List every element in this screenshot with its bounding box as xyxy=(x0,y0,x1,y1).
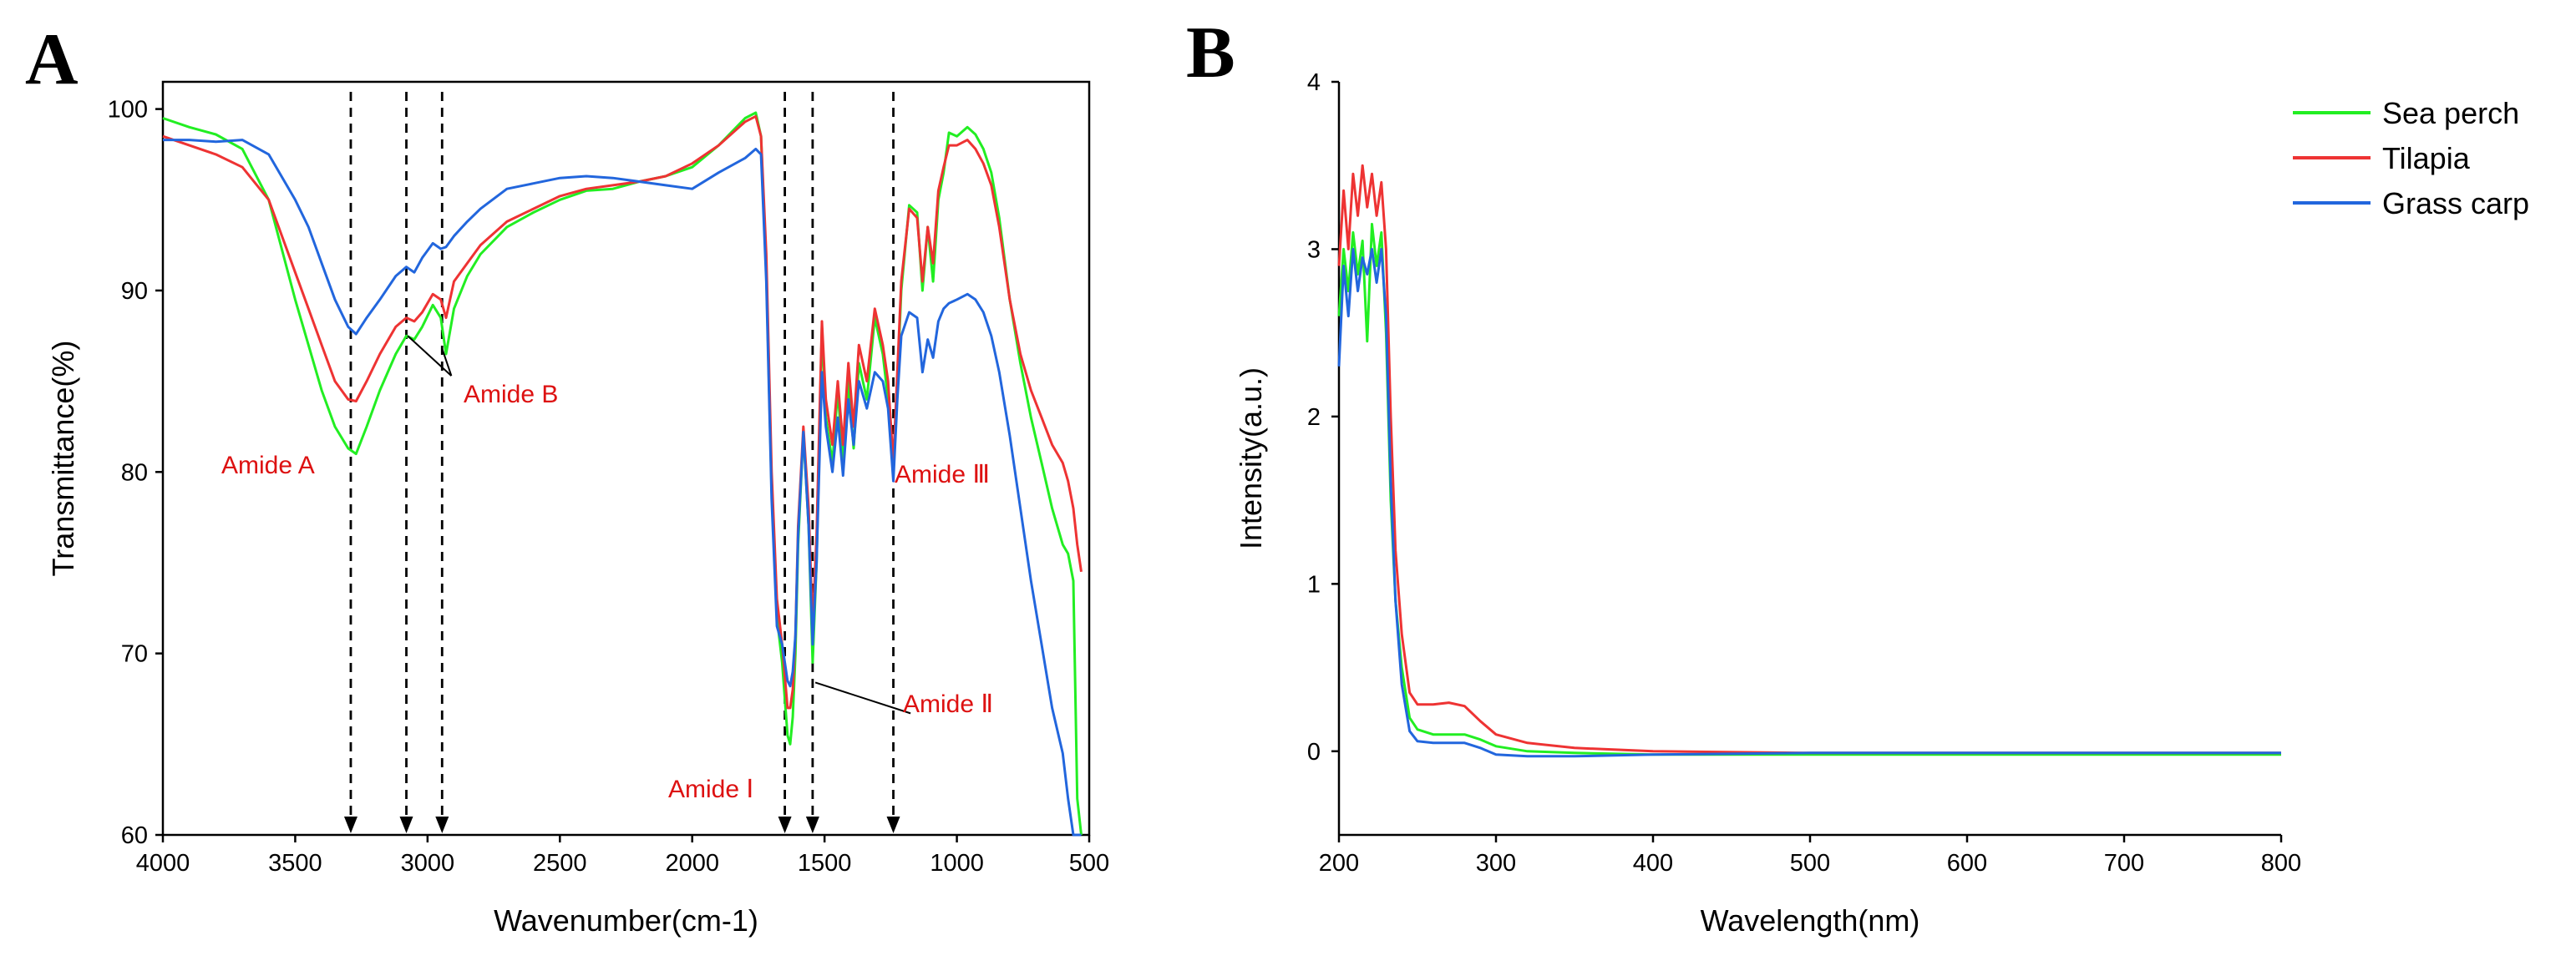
x-tick-label-b: 700 xyxy=(2104,850,2144,877)
annotation-label: Amide B xyxy=(464,381,558,408)
series-line-a-2 xyxy=(163,139,1082,837)
plot-area-a xyxy=(161,80,1091,837)
x-tick-label-b: 500 xyxy=(1790,850,1830,877)
series-line-b-0 xyxy=(1337,222,2281,756)
legend-label: Sea perch xyxy=(2382,96,2519,130)
marker-arrow xyxy=(886,817,900,833)
panel-b-label: B xyxy=(1186,13,1235,94)
annotation-label: Amide Ⅲ xyxy=(895,461,990,488)
x-tick-label-a: 2000 xyxy=(665,850,719,877)
legend-label: Tilapia xyxy=(2382,141,2471,175)
series-line-b-1 xyxy=(1337,164,2281,755)
x-tick-label-b: 300 xyxy=(1476,850,1516,877)
series-line-a-1 xyxy=(162,114,1083,710)
marker-arrow xyxy=(343,817,357,833)
x-tick-label-b: 600 xyxy=(1947,850,1987,877)
y-tick-label-b: 0 xyxy=(1307,739,1321,766)
legend-label: Grass carp xyxy=(2382,186,2529,220)
marker-arrow xyxy=(778,817,792,833)
y-tick-label-b: 1 xyxy=(1307,571,1321,598)
y-axis-title-b: Intensity(a.u.) xyxy=(1234,367,1268,549)
y-tick-label-a: 70 xyxy=(121,641,148,668)
marker-arrow xyxy=(399,817,413,833)
y-tick-label-b: 2 xyxy=(1307,404,1321,431)
x-tick-label-a: 500 xyxy=(1069,850,1109,877)
x-tick-label-a: 3500 xyxy=(268,850,322,877)
annotation-leader xyxy=(407,335,453,377)
annotation-label: Amide A xyxy=(221,452,315,479)
x-tick-label-a: 4000 xyxy=(136,850,190,877)
annotation-leader xyxy=(814,681,911,715)
x-tick-label-a: 1500 xyxy=(798,850,852,877)
x-axis-title-a: Wavenumber(cm-1) xyxy=(494,903,758,938)
annotation-label: Amide Ⅰ xyxy=(668,776,753,803)
annotation-label: Amide Ⅱ xyxy=(903,690,993,718)
x-tick-label-a: 1000 xyxy=(930,850,984,877)
x-axis-title-b: Wavelength(nm) xyxy=(1701,903,1920,938)
panel-a-chart: 4000 3500 3000 2500 2000 1500 1000 500 60 70 80 90 1… xyxy=(46,80,1109,938)
y-tick-label-b: 4 xyxy=(1307,69,1321,96)
x-tick-label-b: 200 xyxy=(1319,850,1359,877)
y-tick-label-a: 100 xyxy=(108,97,148,124)
x-tick-label-a: 2500 xyxy=(533,850,587,877)
marker-arrow xyxy=(435,817,449,833)
marker-arrow xyxy=(805,817,819,833)
x-tick-label-a: 3000 xyxy=(401,850,455,877)
y-tick-label-a: 90 xyxy=(121,278,148,305)
panel-a-label: A xyxy=(25,19,79,100)
y-axis-title-a: Transmittance(%) xyxy=(46,341,80,577)
y-tick-label-b: 3 xyxy=(1307,236,1321,263)
x-tick-label-b: 800 xyxy=(2261,850,2301,877)
y-tick-label-a: 60 xyxy=(121,822,148,849)
x-tick-label-b: 400 xyxy=(1633,850,1673,877)
y-tick-label-a: 80 xyxy=(121,459,148,486)
annotation-leader xyxy=(441,348,453,377)
panel-b-chart: 200 300 400 500 600 700 800 0 1 2 3 4 Wavelength(nm)… xyxy=(1234,69,2529,938)
series-line-b-2 xyxy=(1337,247,2281,758)
